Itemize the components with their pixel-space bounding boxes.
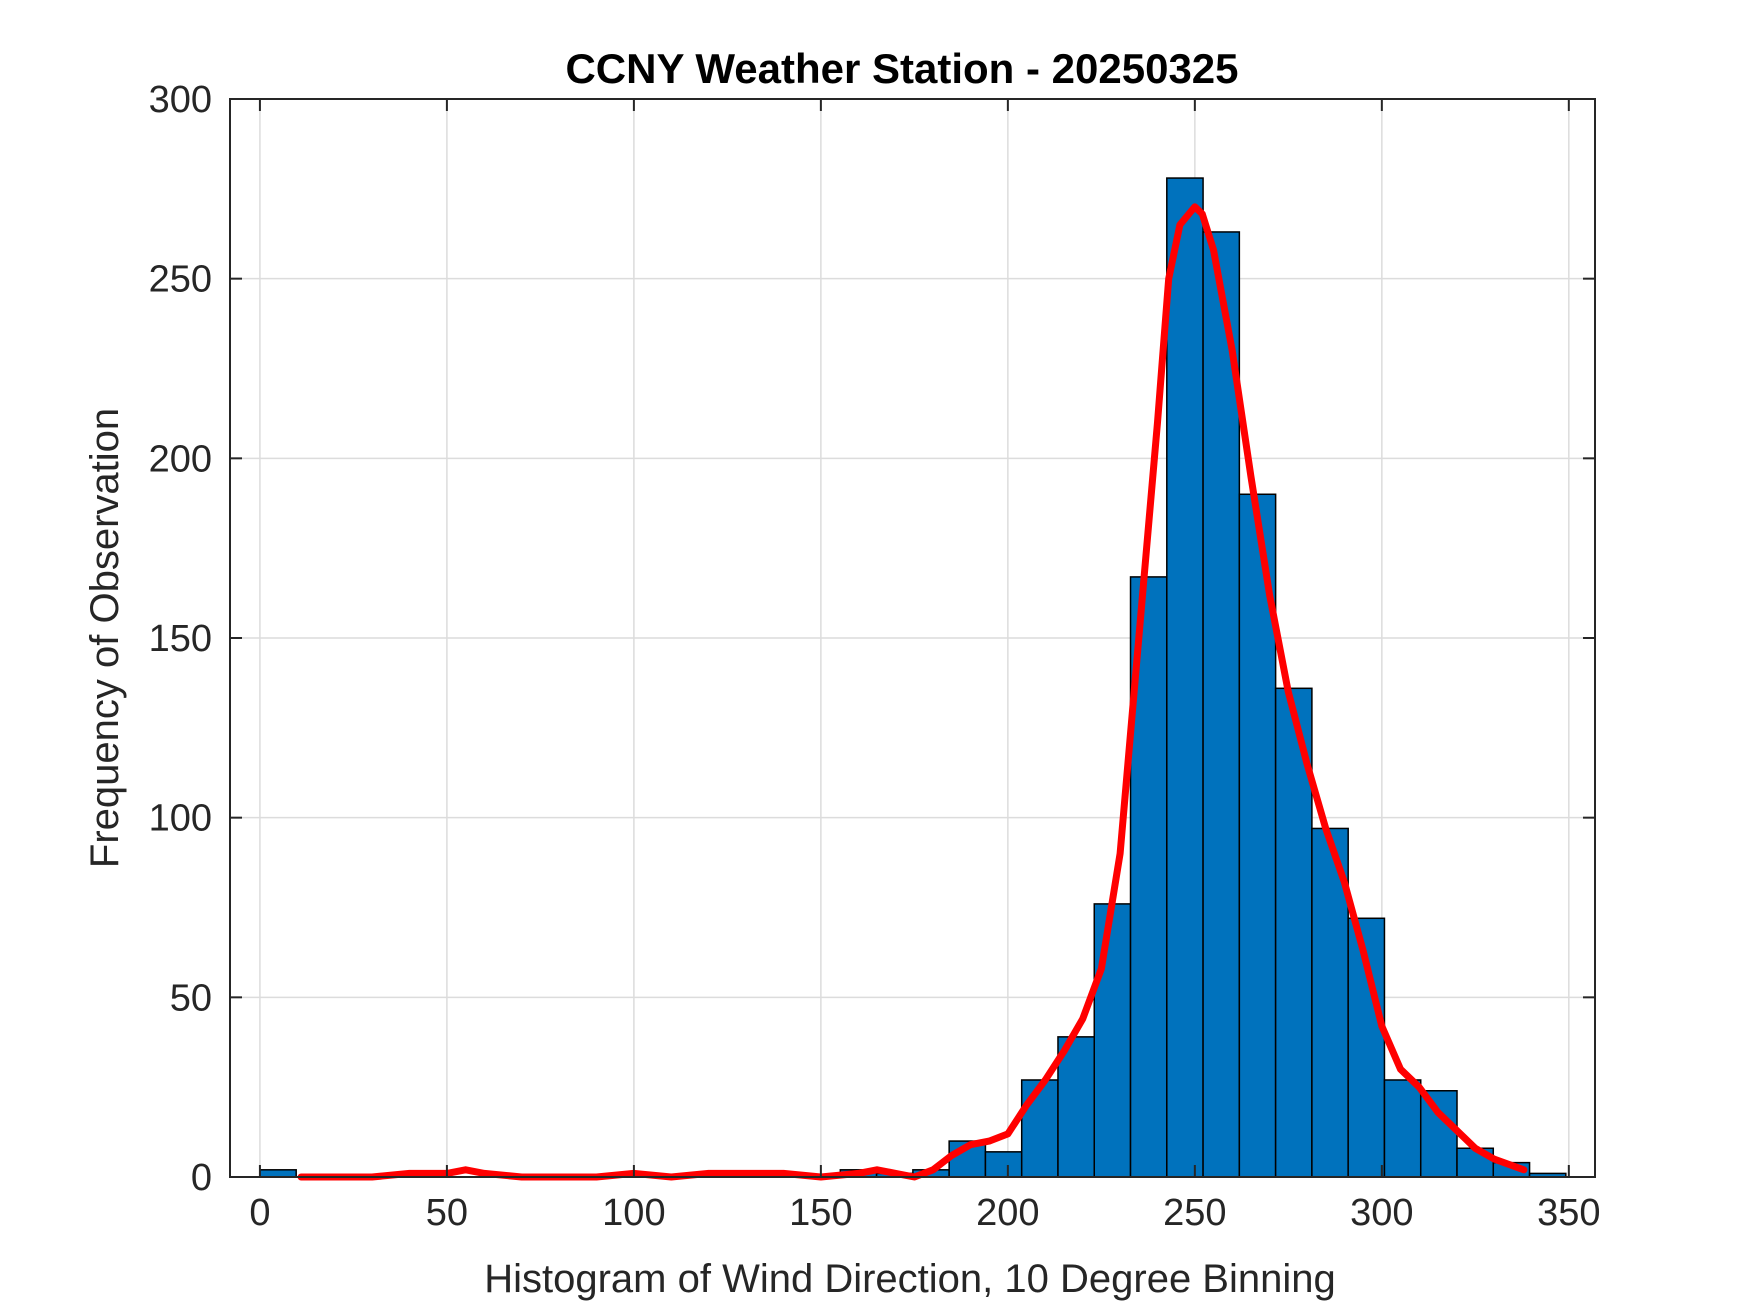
y-tick-label: 300 [149, 79, 212, 121]
x-tick-label: 0 [249, 1192, 270, 1234]
y-tick-label: 200 [149, 438, 212, 480]
x-tick-label: 50 [426, 1192, 468, 1234]
y-tick-label: 150 [149, 618, 212, 660]
x-tick-label: 150 [789, 1192, 852, 1234]
histogram-bar [259, 1169, 297, 1178]
x-tick-labels: 0 50 100 150 200 250 300 350 [249, 1192, 1600, 1234]
y-tick-label: 100 [149, 798, 212, 840]
x-axis-label: Histogram of Wind Direction, 10 Degree B… [484, 1257, 1336, 1301]
axes [229, 98, 1596, 1178]
y-tick-labels: 0 50 100 150 200 250 300 [149, 79, 212, 1199]
histogram-bar [1166, 177, 1204, 1178]
y-tick-label: 250 [149, 259, 212, 301]
x-tick-label: 100 [602, 1192, 665, 1234]
x-tick-label: 300 [1350, 1192, 1413, 1234]
histogram-bar [1202, 231, 1241, 1178]
histogram-bar [984, 1151, 1023, 1178]
y-axis-label: Frequency of Observation [83, 408, 127, 868]
x-tick-label: 350 [1537, 1192, 1600, 1234]
chart-title: CCNY Weather Station - 20250325 [565, 45, 1238, 92]
x-tick-label: 250 [1163, 1192, 1226, 1234]
histogram-bar [1419, 1090, 1458, 1178]
x-tick-label: 200 [976, 1192, 1039, 1234]
y-tick-label: 0 [191, 1157, 212, 1199]
histogram-bar [1020, 1079, 1059, 1178]
y-tick-label: 50 [170, 977, 212, 1019]
histogram-bar [1093, 903, 1132, 1178]
histogram-bar [1383, 1079, 1422, 1178]
